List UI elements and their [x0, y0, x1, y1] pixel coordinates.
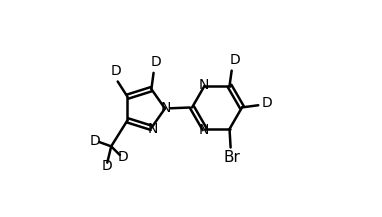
Text: N: N — [147, 122, 158, 136]
Text: N: N — [198, 78, 209, 92]
Text: D: D — [151, 55, 161, 69]
Text: D: D — [110, 64, 121, 78]
Text: N: N — [161, 102, 171, 115]
Text: D: D — [118, 150, 128, 164]
Text: D: D — [230, 53, 240, 67]
Text: Br: Br — [223, 150, 240, 165]
Text: N: N — [198, 123, 209, 137]
Text: D: D — [102, 159, 112, 173]
Text: D: D — [89, 134, 100, 148]
Text: D: D — [262, 96, 272, 110]
